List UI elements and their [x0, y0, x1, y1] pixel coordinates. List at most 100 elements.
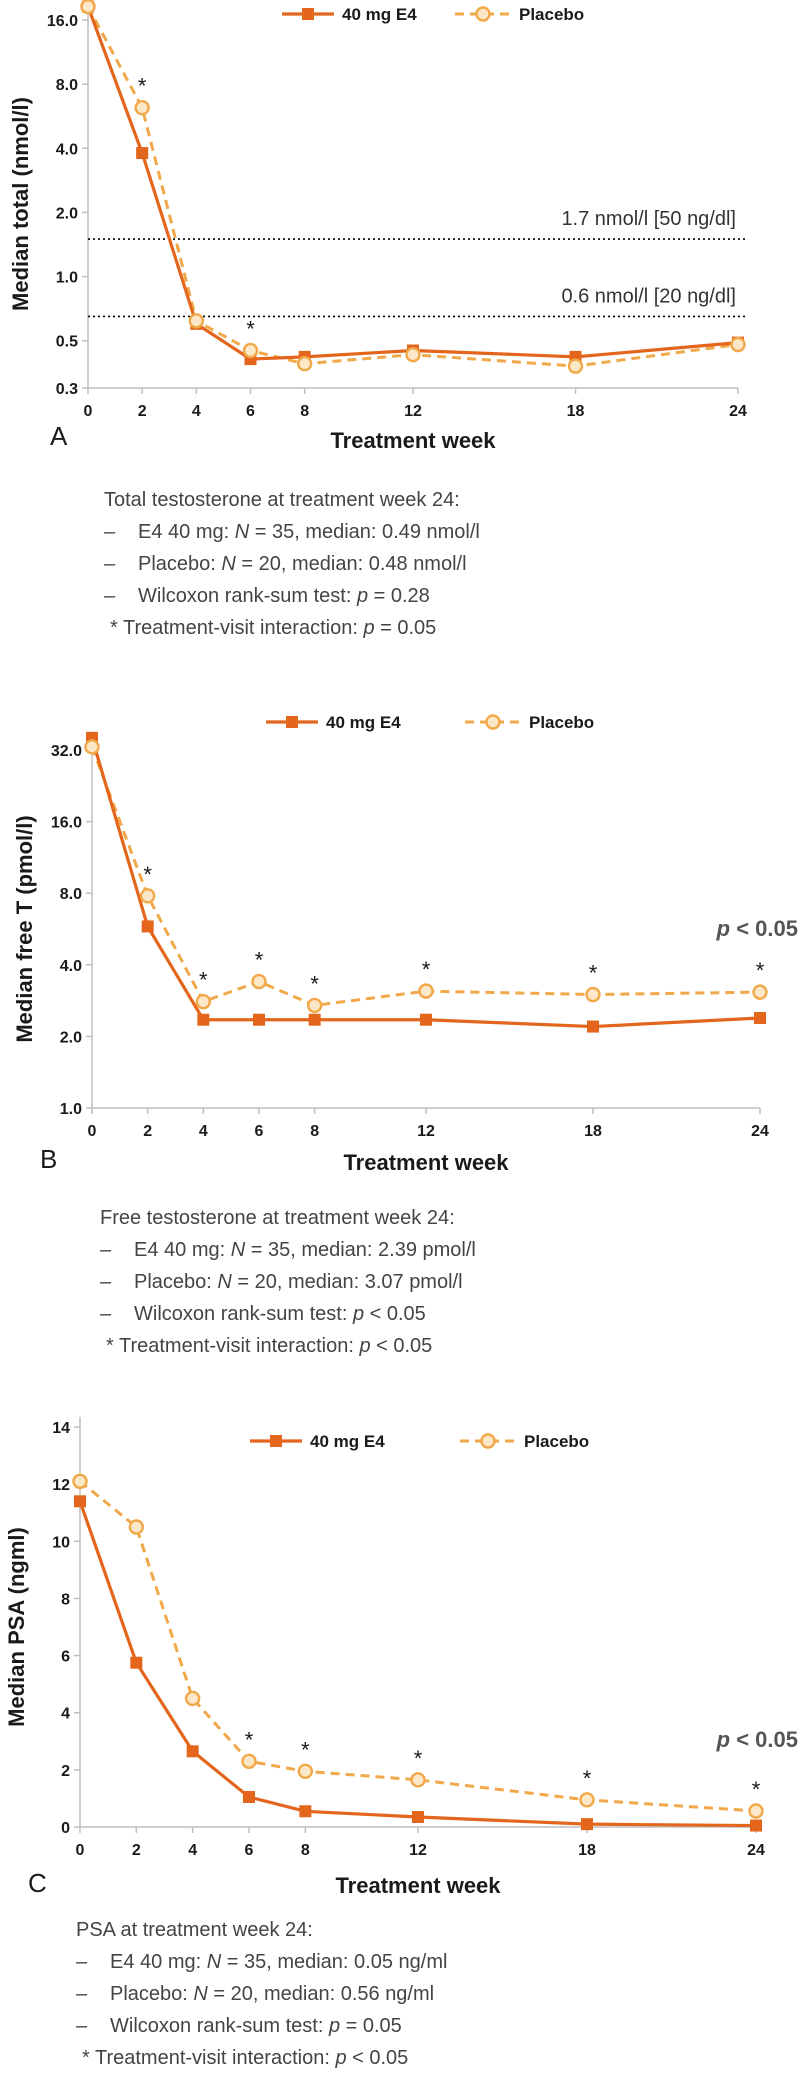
placebo-point — [585, 986, 601, 1003]
caption-row: – Wilcoxon rank-sum test: p = 0.05 — [76, 2015, 402, 2037]
significance-asterisk: * — [245, 1727, 254, 1752]
legend-e4-label: 40 mg E4 — [326, 713, 401, 732]
e4-point — [750, 1819, 762, 1832]
caption-row: – E4 40 mg: N = 35, median: 0.05 ng/ml — [76, 1951, 448, 1973]
significance-asterisk: * — [255, 948, 264, 973]
y-tick-label: 0.3 — [56, 381, 78, 398]
placebo-point — [139, 888, 156, 904]
p-value-annotation: p < 0.05 — [716, 1727, 798, 1752]
y-tick-label: 10 — [52, 1534, 70, 1551]
y-tick-label: 14 — [52, 1420, 70, 1437]
placebo-point — [195, 993, 212, 1010]
x-tick-label: 8 — [310, 1123, 319, 1140]
placebo-point — [242, 342, 259, 359]
y-axis-title: Median free T (pmol/l) — [12, 815, 37, 1042]
legend-placebo-marker — [485, 714, 501, 730]
x-tick-label: 24 — [729, 403, 747, 420]
y-axis-title: Median total (nmol/l) — [8, 97, 33, 311]
legend-placebo-marker — [475, 6, 491, 22]
legend-e4-label: 40 mg E4 — [310, 1432, 385, 1451]
y-tick-label: 0 — [61, 1820, 70, 1837]
placebo-point — [296, 356, 313, 372]
placebo-point — [405, 346, 421, 363]
x-axis-title: Treatment week — [343, 1150, 509, 1175]
placebo-point — [188, 313, 205, 329]
significance-asterisk: * — [138, 74, 147, 99]
panel-b-caption: Free testosterone at treatment week 24: … — [100, 1202, 476, 1362]
x-tick-label: 24 — [751, 1123, 769, 1140]
placebo-point — [84, 739, 100, 755]
placebo-point — [752, 984, 768, 1000]
e4-point — [253, 1013, 265, 1026]
y-tick-label: 1.0 — [60, 1101, 82, 1118]
placebo-point — [72, 1473, 88, 1489]
caption-footnote: * Treatment-visit interaction: p < 0.05 — [82, 2047, 409, 2069]
significance-asterisk: * — [199, 968, 208, 993]
placebo-point — [297, 1763, 314, 1779]
legend-e4-label: 40 mg E4 — [342, 5, 417, 24]
x-tick-label: 6 — [246, 403, 255, 420]
y-tick-label: 8.0 — [60, 886, 82, 903]
x-tick-label: 4 — [199, 1123, 208, 1140]
chart-panel-a: 16.08.04.02.01.00.50.30 2 4 6 8 12 18 24Treatme… — [8, 0, 747, 453]
legend-placebo-marker — [480, 1433, 496, 1449]
caption-row: – Wilcoxon rank-sum test: p < 0.05 — [100, 1303, 426, 1325]
caption-row: – Placebo: N = 20, median: 0.48 nmol/l — [104, 553, 467, 575]
e4-point — [299, 1805, 312, 1818]
legend-placebo-label: Placebo — [529, 713, 594, 732]
e4-point — [581, 1818, 593, 1831]
x-tick-label: 8 — [301, 1842, 310, 1859]
y-tick-label: 2.0 — [56, 205, 78, 222]
legend-e4-marker — [270, 1435, 282, 1447]
e4-point — [141, 920, 154, 933]
legend-placebo-label: Placebo — [524, 1432, 589, 1451]
x-tick-label: 2 — [132, 1842, 141, 1859]
y-tick-label: 8.0 — [56, 77, 78, 94]
panel-a-caption: Total testosterone at treatment week 24:… — [104, 484, 480, 644]
x-tick-label: 12 — [409, 1842, 427, 1859]
y-tick-label: 8 — [61, 1591, 70, 1608]
caption-title: Free testosterone at treatment week 24: — [100, 1207, 455, 1229]
x-tick-label: 2 — [138, 403, 147, 420]
x-tick-label: 0 — [84, 403, 93, 420]
significance-asterisk: * — [301, 1737, 310, 1762]
y-tick-label: 4 — [61, 1706, 70, 1723]
x-tick-label: 6 — [245, 1842, 254, 1859]
y-tick-label: 6 — [61, 1649, 70, 1666]
placebo-series-line — [86, 5, 739, 368]
chart-panel-b: 32.016.08.04.02.01.00 2 4 6 8 12 18 24Treatment… — [12, 713, 798, 1175]
placebo-point — [410, 1772, 426, 1788]
significance-asterisk: * — [583, 1766, 592, 1791]
legend-placebo-label: Placebo — [519, 5, 584, 24]
placebo-point — [134, 100, 150, 116]
x-axis-title: Treatment week — [330, 428, 496, 453]
placebo-point — [306, 997, 323, 1014]
significance-asterisk: * — [752, 1777, 761, 1802]
e4-point — [412, 1811, 424, 1823]
legend-e4-marker — [286, 716, 298, 728]
y-tick-label: 16.0 — [47, 13, 78, 30]
placebo-series-line — [90, 746, 761, 1007]
placebo-point — [748, 1803, 764, 1819]
e4-point — [74, 1495, 86, 1508]
caption-title: PSA at treatment week 24: — [76, 1919, 313, 1941]
placebo-series-line — [79, 1480, 757, 1813]
panel-letter: A — [50, 421, 68, 451]
panel-c-caption: PSA at treatment week 24: – E4 40 mg: N =… — [76, 1914, 447, 2074]
caption-footnote: * Treatment-visit interaction: p < 0.05 — [106, 1335, 433, 1357]
significance-asterisk: * — [246, 316, 255, 341]
x-tick-label: 0 — [88, 1123, 97, 1140]
significance-asterisk: * — [589, 961, 598, 986]
y-axis-title: Median PSA (ngml) — [4, 1527, 29, 1727]
e4-series-line — [90, 737, 761, 1029]
y-tick-label: 2 — [61, 1763, 70, 1780]
x-tick-label: 18 — [567, 403, 585, 420]
y-tick-label: 12 — [52, 1477, 70, 1494]
caption-footnote: * Treatment-visit interaction: p = 0.05 — [110, 617, 437, 639]
y-tick-label: 16.0 — [51, 815, 82, 832]
y-tick-label: 0.5 — [56, 334, 78, 351]
p-value-annotation: p < 0.05 — [716, 916, 798, 941]
e4-point — [186, 1745, 199, 1758]
y-tick-label: 1.0 — [56, 270, 78, 287]
placebo-point — [241, 1753, 257, 1769]
